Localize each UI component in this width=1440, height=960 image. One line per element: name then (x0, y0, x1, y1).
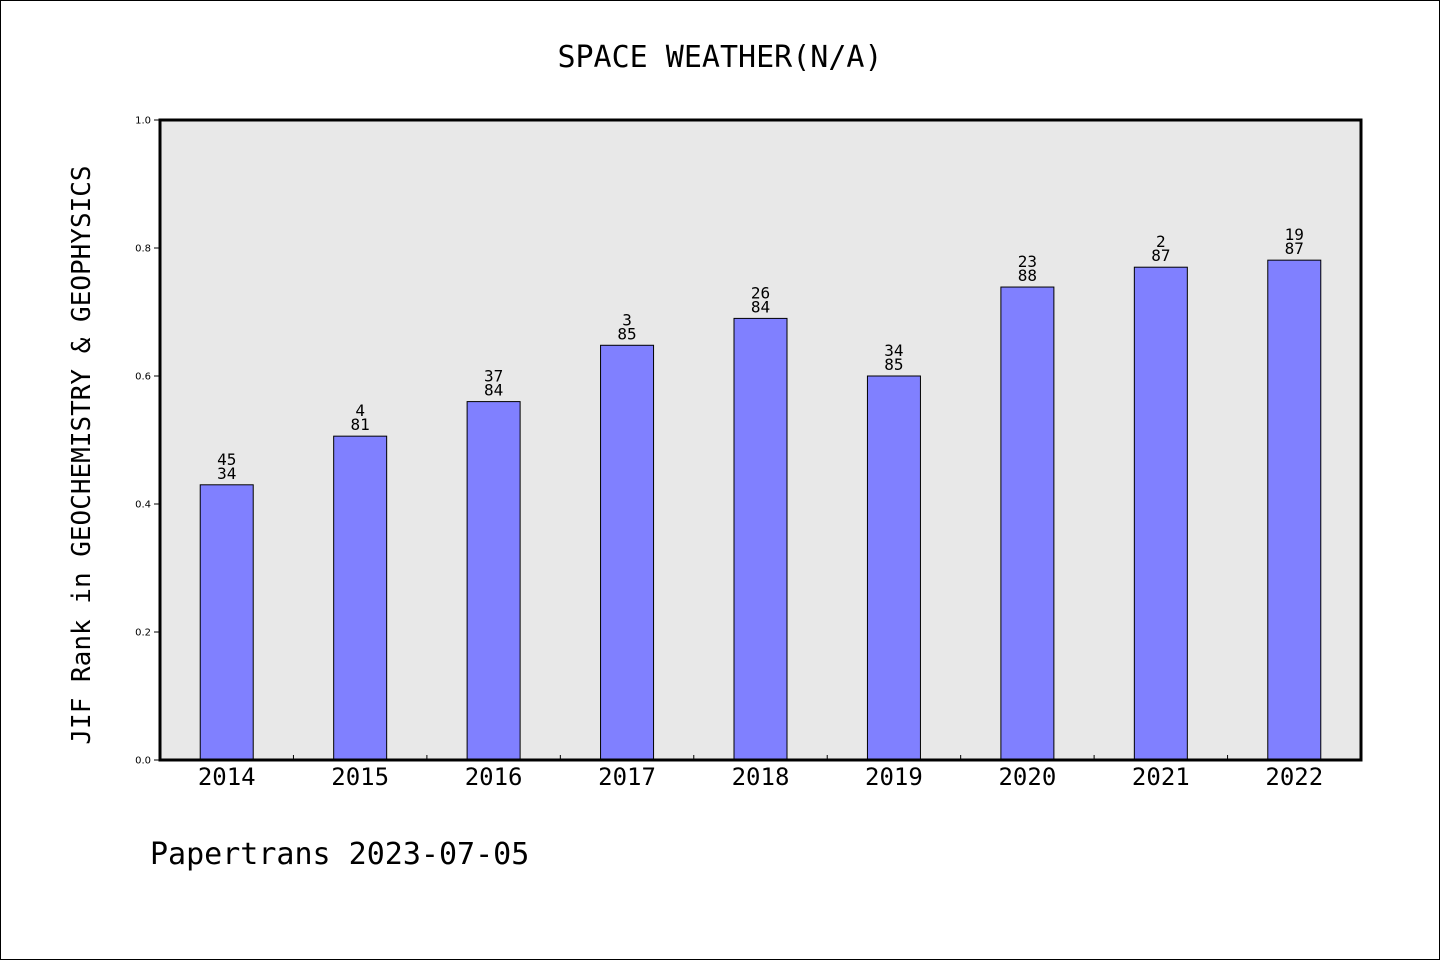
bar-2022 (1267, 259, 1322, 761)
bar-label-rank: 26 (751, 283, 770, 302)
bar-label-rank: 3 (622, 310, 632, 329)
y-tick-label: 1.0 (135, 116, 151, 127)
x-tick-label: 2016 (465, 763, 523, 791)
y-tick-label: 0.2 (135, 628, 151, 639)
bar-label-total: 34 (217, 464, 236, 483)
bar-label-total: 84 (484, 381, 503, 400)
y-tick-label: 0.8 (135, 244, 151, 255)
bar-label-total: 87 (1151, 246, 1170, 265)
bar-label-total: 85 (617, 324, 636, 343)
x-tick-label: 2022 (1265, 763, 1323, 791)
bar-2017 (600, 344, 655, 761)
y-axis-label: JIF Rank in GEOCHEMISTRY & GEOPHYSICS (67, 165, 97, 744)
bar-label-total: 84 (751, 297, 770, 316)
chart-title: SPACE WEATHER(N/A) (557, 40, 882, 75)
bar-label-rank: 37 (484, 367, 503, 386)
bar-label-rank: 19 (1285, 225, 1304, 244)
y-tick-label: 0.6 (135, 372, 151, 383)
bar-2020 (1000, 286, 1055, 761)
bar-label-total: 88 (1018, 266, 1037, 285)
y-axis-ticks: 0.0 0.2 0.4 0.6 0.8 1.0 (135, 116, 160, 767)
x-tick-label: 2017 (598, 763, 656, 791)
bar-label-total: 85 (884, 355, 903, 374)
bar-label-rank: 4 (355, 401, 365, 420)
y-tick-label: 0.4 (135, 500, 151, 511)
x-tick-label: 2020 (998, 763, 1056, 791)
bar-label-total: 81 (351, 415, 370, 434)
bar-2016 (466, 401, 521, 761)
plot-border (158, 118, 1363, 762)
x-tick-label: 2021 (1132, 763, 1190, 791)
y-tick-label: 0.0 (135, 756, 151, 767)
x-tick-label: 2014 (198, 763, 256, 791)
bar-label-rank: 23 (1018, 252, 1037, 271)
bar-2015 (333, 435, 388, 761)
bar-2021 (1133, 266, 1188, 761)
bar-2014 (199, 484, 254, 761)
x-tick-label: 2018 (732, 763, 790, 791)
bar-2019 (866, 375, 921, 761)
bar-label-rank: 34 (884, 341, 903, 360)
x-axis-ticks: 2014 2015 2016 2017 2018 2019 2020 2021 2022 (198, 755, 1323, 791)
bar-label-total: 87 (1285, 239, 1304, 258)
bar-2018 (733, 317, 788, 761)
x-tick-label: 2019 (865, 763, 923, 791)
x-tick-label: 2015 (331, 763, 389, 791)
footer-text: Papertrans 2023-07-05 (150, 837, 529, 872)
bar-label-rank: 45 (217, 450, 236, 469)
bar-label-rank: 2 (1156, 232, 1166, 251)
